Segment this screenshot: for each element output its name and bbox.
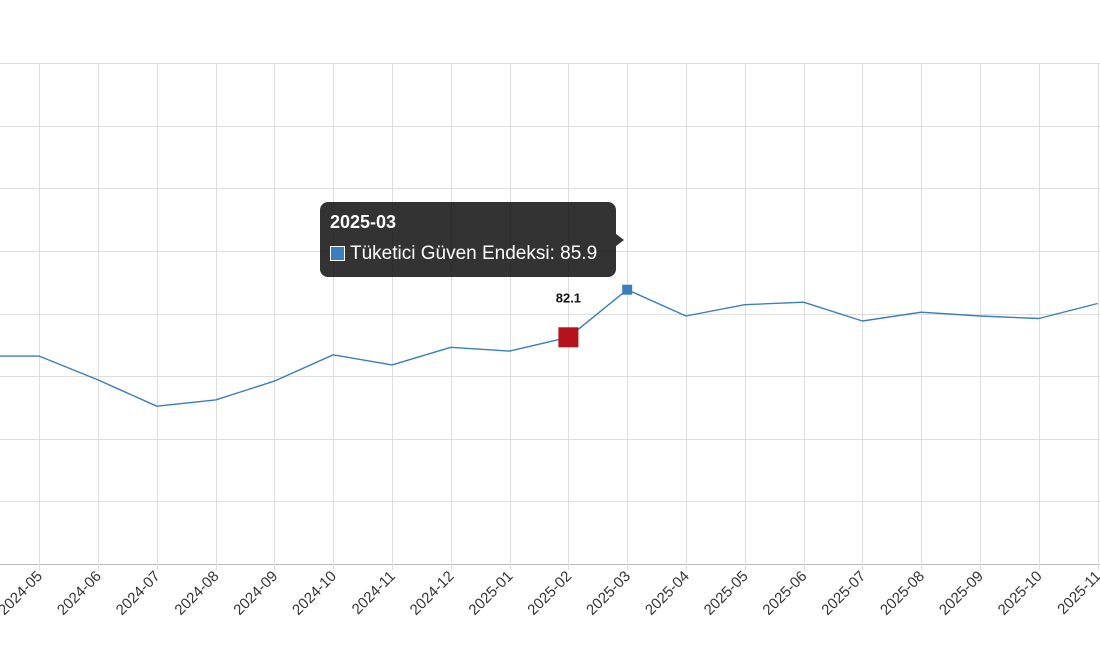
x-tick-label: 2024-06 — [54, 568, 105, 619]
x-tick-label: 2025-08 — [877, 568, 928, 619]
x-tick-label: 2025-05 — [701, 568, 752, 619]
x-tick-label: 2025-03 — [583, 568, 634, 619]
x-tick-label: 2025-01 — [465, 568, 516, 619]
x-tick-label: 2024-10 — [289, 568, 340, 619]
x-tick-label: 2024-07 — [113, 568, 164, 619]
x-tick-label: 2025-11 — [1054, 568, 1100, 618]
tooltip-series-label: Tüketici Güven Endeksi — [350, 243, 550, 264]
x-tick-label: 2025-02 — [524, 568, 575, 619]
series-line — [0, 289, 1098, 407]
x-tick-label: 2024-12 — [407, 568, 458, 619]
x-tick-label: 2024-11 — [349, 568, 399, 618]
marker-layer: 82.1 — [556, 234, 633, 348]
tooltip-row: Tüketici Güven Endeksi: 85.9 — [330, 243, 606, 265]
tooltip-separator: : — [549, 243, 561, 264]
x-axis: 2024-042024-052024-062024-072024-082024-… — [0, 568, 1100, 619]
chart-tooltip: 2025-03 Tüketici Güven Endeksi: 85.9 — [320, 202, 616, 277]
tooltip-series-swatch — [330, 246, 345, 261]
x-tick-label: 2025-07 — [818, 568, 869, 619]
series-layer — [0, 289, 1098, 407]
x-tick-label: 2025-10 — [995, 568, 1046, 619]
x-tick-label: 2025-04 — [642, 568, 693, 619]
tooltip-title: 2025-03 — [330, 212, 397, 232]
tooltip-value: 85.9 — [560, 243, 598, 264]
tooltip-caret — [616, 234, 624, 246]
x-tick-label: 2025-09 — [936, 568, 987, 619]
highlight-marker — [558, 327, 579, 348]
x-tick-label: 2025-06 — [759, 568, 810, 619]
x-tick-label: 2024-08 — [171, 568, 222, 619]
x-tick-label: 2024-05 — [0, 568, 46, 619]
data-label: 82.1 — [556, 290, 581, 305]
active-point-marker — [622, 284, 633, 295]
grid — [0, 63, 1100, 570]
x-tick-label: 2024-09 — [230, 568, 281, 619]
